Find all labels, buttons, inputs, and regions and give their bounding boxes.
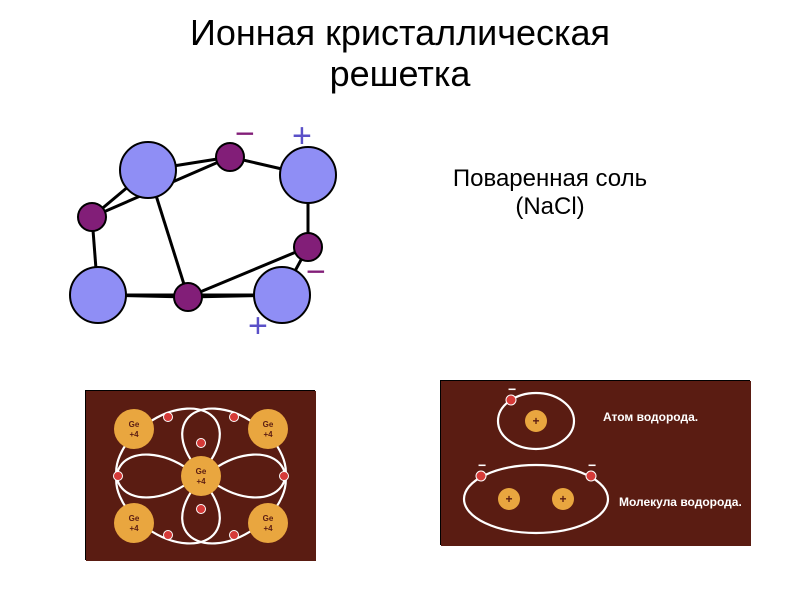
svg-text:+4: +4 bbox=[129, 430, 139, 439]
svg-text:+4: +4 bbox=[263, 430, 273, 439]
germanium-diagram: Ge+4Ge+4Ge+4Ge+4Ge+4 bbox=[86, 391, 316, 561]
subtitle-line2: (NaCl) bbox=[515, 193, 584, 220]
svg-text:Ge: Ge bbox=[196, 467, 207, 476]
subtitle: Поваренная соль (NaCl) bbox=[370, 165, 730, 221]
svg-text:−: − bbox=[588, 457, 596, 473]
lattice-diagram: +−−+ bbox=[60, 115, 340, 345]
title-line1: Ионная кристаллическая bbox=[190, 12, 610, 53]
svg-text:+: + bbox=[559, 492, 566, 506]
svg-text:+: + bbox=[248, 307, 268, 345]
svg-text:Ge: Ge bbox=[263, 514, 274, 523]
svg-text:Ge: Ge bbox=[129, 420, 140, 429]
page-title: Ионная кристаллическая решетка bbox=[0, 0, 800, 95]
svg-text:−: − bbox=[235, 115, 255, 153]
title-line2: решетка bbox=[330, 53, 471, 94]
svg-text:Ge: Ge bbox=[263, 420, 274, 429]
svg-text:+: + bbox=[505, 492, 512, 506]
subtitle-line1: Поваренная соль bbox=[453, 165, 647, 192]
svg-text:+4: +4 bbox=[196, 477, 206, 486]
svg-text:+4: +4 bbox=[263, 524, 273, 533]
svg-text:Молекула водорода.: Молекула водорода. bbox=[619, 495, 742, 509]
hydrogen-panel: + − Атом водорода. + + − − Молекула водорода. bbox=[440, 380, 750, 545]
germanium-panel: Ge+4Ge+4Ge+4Ge+4Ge+4 bbox=[85, 390, 315, 560]
svg-text:Атом водорода.: Атом водорода. bbox=[603, 410, 698, 424]
svg-text:+: + bbox=[292, 117, 312, 155]
svg-text:Ge: Ge bbox=[129, 514, 140, 523]
hydrogen-diagram: + − Атом водорода. + + − − Молекула водорода. bbox=[441, 381, 751, 546]
svg-text:−: − bbox=[508, 381, 516, 397]
svg-text:+: + bbox=[532, 414, 539, 428]
svg-text:−: − bbox=[306, 253, 326, 291]
svg-text:−: − bbox=[478, 457, 486, 473]
svg-text:+4: +4 bbox=[129, 524, 139, 533]
